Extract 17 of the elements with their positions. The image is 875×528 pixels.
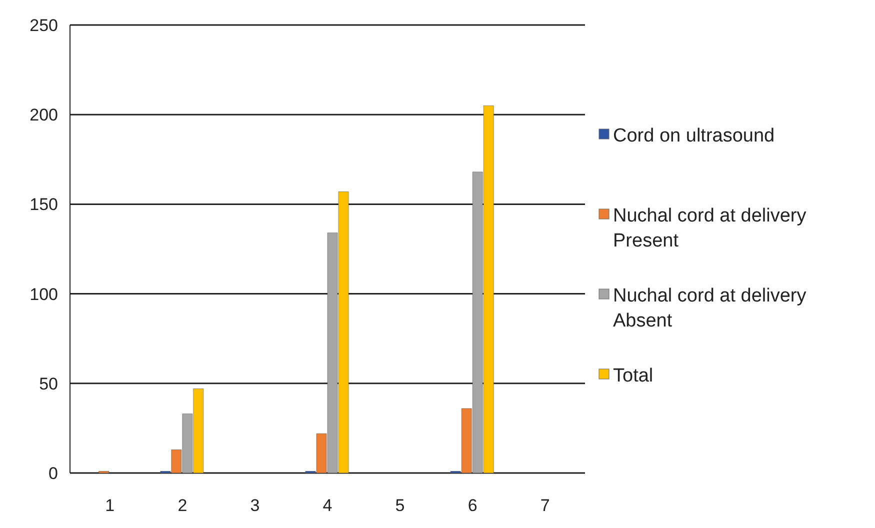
legend-label: Nuchal cord at delivery Present	[613, 206, 807, 252]
x-tick-label: 5	[395, 496, 405, 515]
x-tick-label: 3	[250, 496, 260, 515]
y-tick-label: 150	[30, 195, 58, 214]
x-tick-label: 1	[105, 496, 115, 515]
y-tick-label: 100	[30, 284, 58, 304]
y-tick-label: 200	[30, 106, 58, 125]
y-tick-label: 50	[39, 374, 58, 394]
y-tick-label: 250	[30, 16, 58, 35]
legend-label: Nuchal cord at delivery Absent	[613, 286, 807, 332]
y-tick-label: 0	[48, 464, 58, 483]
legend-label: Cord on ultrasound	[613, 126, 775, 147]
x-tick-label: 7	[540, 496, 550, 515]
x-tick-label: 4	[322, 496, 332, 515]
x-tick-label: 2	[178, 496, 188, 515]
x-tick-label: 6	[468, 496, 478, 515]
legend-label: Total	[613, 366, 654, 387]
